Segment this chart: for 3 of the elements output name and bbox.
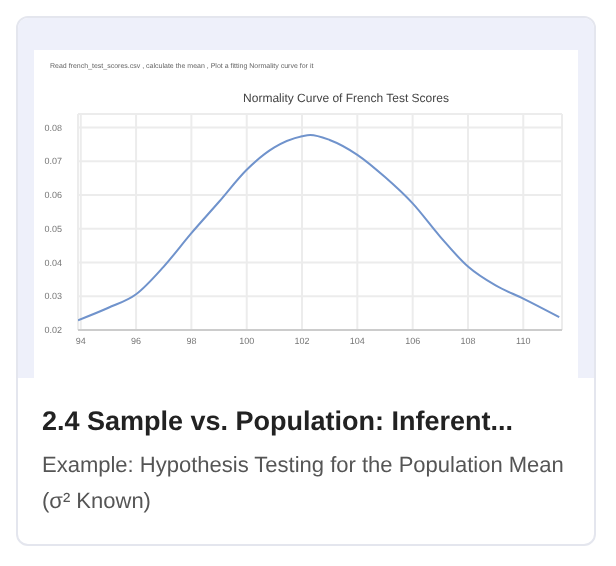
line-series: [78, 133, 561, 322]
text: Example: Hypothesis Testing for the Population Mean (σ² Known): [42, 452, 566, 518]
text: 2.4 Sample vs. Population: Inferent...: [42, 406, 516, 436]
